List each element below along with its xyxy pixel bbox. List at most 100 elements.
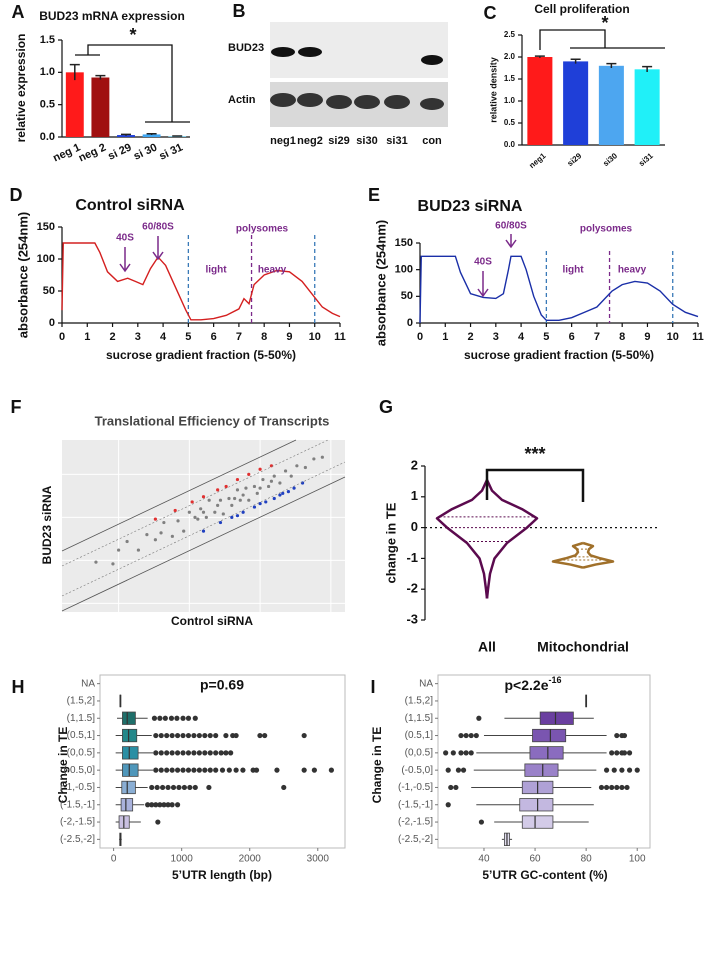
- outlier: [455, 767, 462, 773]
- panel-letter: H: [12, 677, 25, 697]
- outlier: [626, 750, 633, 756]
- boundary-line: [61, 439, 329, 567]
- y-tick-label: (1.5,2]: [405, 696, 434, 707]
- outlier: [207, 732, 213, 739]
- x-axis-label: sucrose gradient fraction (5-50%): [106, 348, 296, 362]
- bar: [598, 65, 624, 145]
- error-bar: [95, 74, 106, 80]
- outlier: [476, 715, 482, 721]
- outlier: [196, 767, 202, 773]
- y-tick-label: (-1,-0.5]: [60, 782, 95, 793]
- significance-label: *: [129, 25, 136, 45]
- x-tick-label: si 30: [132, 141, 159, 162]
- transcript-point: [216, 488, 220, 492]
- y-tick-label: -2: [406, 581, 418, 596]
- x-axis-label: 5’UTR length (bp): [172, 868, 272, 882]
- transcript-point: [153, 517, 157, 521]
- outlier: [191, 732, 197, 739]
- transcript-point: [247, 472, 251, 476]
- x-tick-label: neg1: [527, 151, 548, 170]
- lane-label: si31: [386, 135, 407, 147]
- y-tick-label: 0.5: [40, 99, 55, 111]
- y-tick-label: (-1,-0.5]: [398, 782, 433, 793]
- outlier: [174, 715, 180, 721]
- transcript-point: [255, 491, 259, 495]
- chart-title: BUD23 siRNA: [418, 198, 523, 215]
- box: [121, 780, 136, 795]
- lane-label: si29: [328, 135, 349, 147]
- bar: [634, 69, 660, 145]
- outlier: [311, 767, 317, 773]
- y-tick-label: 0.0: [504, 140, 516, 149]
- transcript-point: [176, 519, 180, 523]
- x-tick-label: 2: [109, 331, 115, 343]
- outlier: [187, 784, 193, 791]
- significance-bracket: [539, 29, 665, 50]
- y-tick-label: 1.5: [40, 34, 55, 46]
- x-tick-label: Mitochondrial: [537, 639, 629, 655]
- y-tick-label: (-1.5,-1]: [60, 799, 95, 810]
- transcript-point: [241, 493, 245, 497]
- western-blot: [270, 22, 448, 127]
- outlier: [458, 750, 464, 756]
- outlier: [609, 750, 615, 756]
- transcript-point: [204, 515, 208, 520]
- outlier: [191, 767, 197, 773]
- y-tick-label: 2.0: [504, 52, 516, 61]
- outlier: [468, 732, 474, 739]
- panel-letter: C: [484, 3, 497, 23]
- outlier: [253, 767, 260, 773]
- blot-band: [297, 93, 323, 107]
- x-tick-label: 6: [569, 331, 575, 343]
- x-tick-label: 3000: [307, 854, 330, 865]
- blot-band: [326, 95, 352, 109]
- transcript-point: [312, 457, 316, 461]
- blot-band: [298, 47, 322, 57]
- transcript-point: [145, 533, 149, 537]
- x-tick-label: 3: [135, 331, 141, 343]
- outlier: [169, 802, 175, 808]
- y-tick-label: 1: [411, 488, 418, 503]
- y-tick-label: 50: [401, 290, 413, 302]
- x-tick-label: 9: [286, 331, 292, 343]
- transcript-point: [269, 464, 274, 468]
- outlier: [169, 767, 175, 773]
- absorbance-trace: [61, 242, 341, 321]
- transcript-point: [269, 479, 274, 483]
- y-tick-label: (0,0.5]: [67, 747, 96, 758]
- transcript-point: [221, 512, 225, 516]
- annotation: light: [205, 265, 227, 276]
- box: [524, 763, 559, 777]
- outlier: [174, 802, 181, 808]
- error-bar: [606, 62, 617, 68]
- outlier: [164, 750, 170, 756]
- y-axis-label: Change in TE: [56, 727, 70, 804]
- transcript-point: [201, 510, 206, 514]
- outlier: [614, 784, 620, 791]
- annotation: heavy: [618, 265, 647, 276]
- row-label: BUD23: [228, 42, 264, 54]
- x-tick-label: 2: [467, 331, 473, 343]
- outlier: [185, 732, 192, 739]
- transcript-point: [216, 503, 220, 507]
- panel-letter: F: [11, 397, 22, 417]
- y-tick-label: (1,1.5]: [67, 713, 96, 724]
- y-tick-label: NA: [419, 678, 433, 689]
- outlier: [149, 802, 155, 808]
- transcript-point: [196, 517, 200, 521]
- x-tick-label: si29: [566, 151, 584, 168]
- outlier: [213, 732, 219, 739]
- outlier: [162, 715, 168, 721]
- transcript-point: [278, 493, 282, 497]
- x-tick-label: 9: [644, 331, 650, 343]
- bar: [527, 57, 553, 145]
- outlier: [154, 784, 160, 791]
- error-bar: [570, 58, 581, 64]
- x-tick-label: 7: [236, 331, 242, 343]
- outlier: [207, 750, 213, 756]
- outlier: [158, 732, 164, 739]
- violin-half: [582, 541, 615, 569]
- transcript-point: [224, 484, 228, 489]
- significance-label: ***: [524, 444, 545, 464]
- box: [122, 711, 136, 725]
